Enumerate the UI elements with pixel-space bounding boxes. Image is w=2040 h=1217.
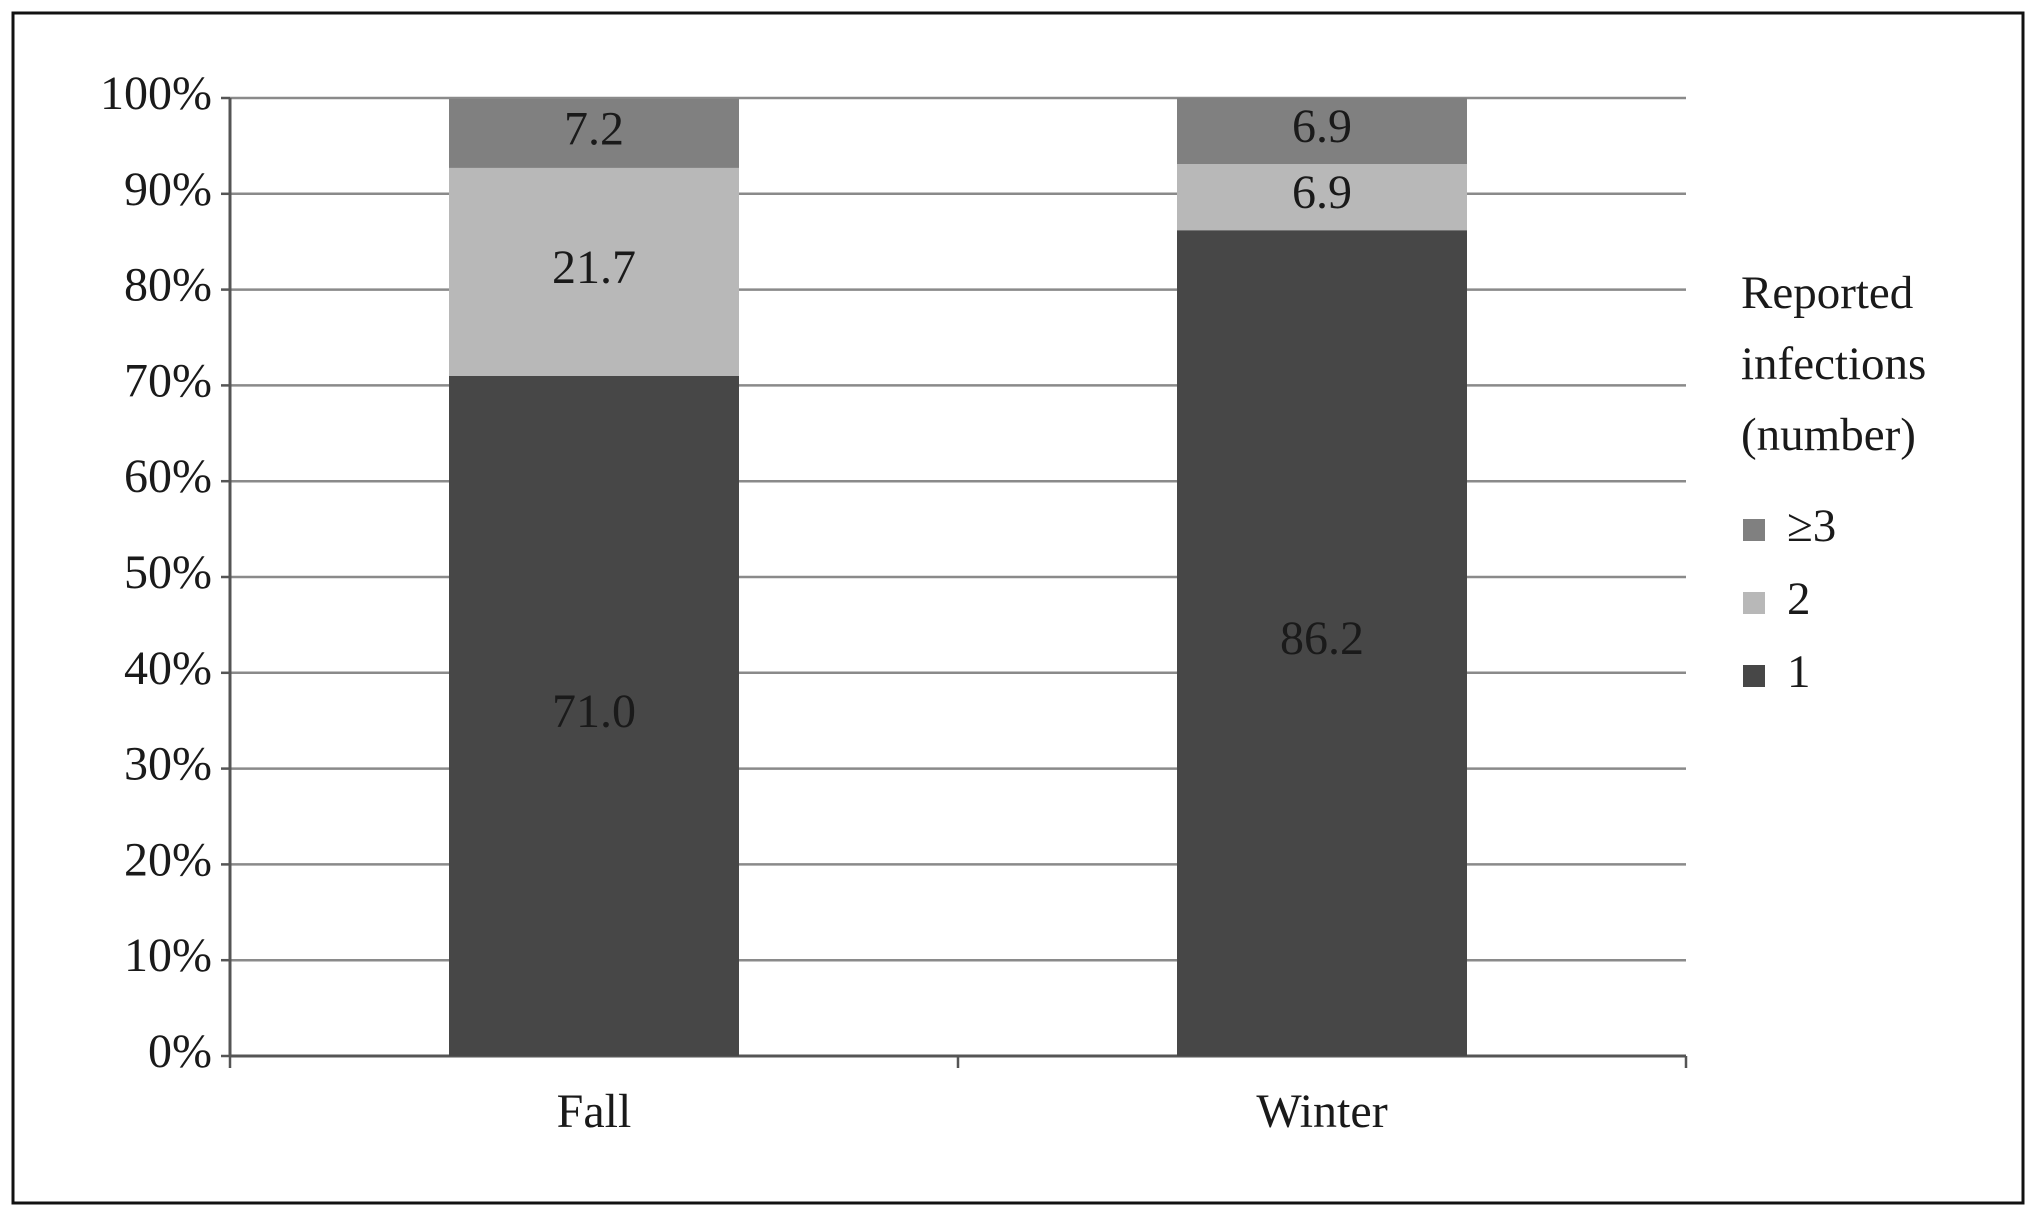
bar-segment xyxy=(1177,164,1467,231)
data-label: 6.9 xyxy=(1292,100,1352,153)
y-tick-label: 60% xyxy=(124,450,212,503)
y-tick-label: 10% xyxy=(124,929,212,982)
y-tick-label: 30% xyxy=(124,738,212,791)
data-label: 71.0 xyxy=(552,685,636,738)
legend-swatch xyxy=(1743,665,1765,687)
legend-label: 2 xyxy=(1787,573,1811,625)
y-tick-label: 40% xyxy=(124,642,212,695)
legend-swatch xyxy=(1743,519,1765,541)
bar-segment xyxy=(1177,230,1467,1057)
y-tick-label: 100% xyxy=(100,67,212,120)
y-tick-label: 80% xyxy=(124,259,212,312)
y-tick-label: 20% xyxy=(124,833,212,886)
x-tick-label: Fall xyxy=(557,1085,632,1138)
y-tick-label: 70% xyxy=(124,354,212,407)
data-label: 6.9 xyxy=(1292,166,1352,219)
data-label: 21.7 xyxy=(552,241,636,294)
y-tick-label: 50% xyxy=(124,546,212,599)
bar-segment xyxy=(1177,98,1467,165)
bar-segment xyxy=(449,375,739,1056)
legend-label: ≥3 xyxy=(1787,500,1836,552)
bar-segment xyxy=(449,98,739,168)
bar-segment xyxy=(449,167,739,376)
data-label: 86.2 xyxy=(1280,612,1364,665)
legend-label: 1 xyxy=(1787,646,1811,698)
legend-title: Reported infections (number) xyxy=(1741,267,1927,461)
y-tick-label: 0% xyxy=(148,1025,212,1078)
frame xyxy=(11,11,2025,1205)
x-tick-label: Winter xyxy=(1256,1085,1387,1138)
legend-swatch xyxy=(1743,592,1765,614)
data-label: 7.2 xyxy=(564,102,624,155)
y-tick-label: 90% xyxy=(124,163,212,216)
